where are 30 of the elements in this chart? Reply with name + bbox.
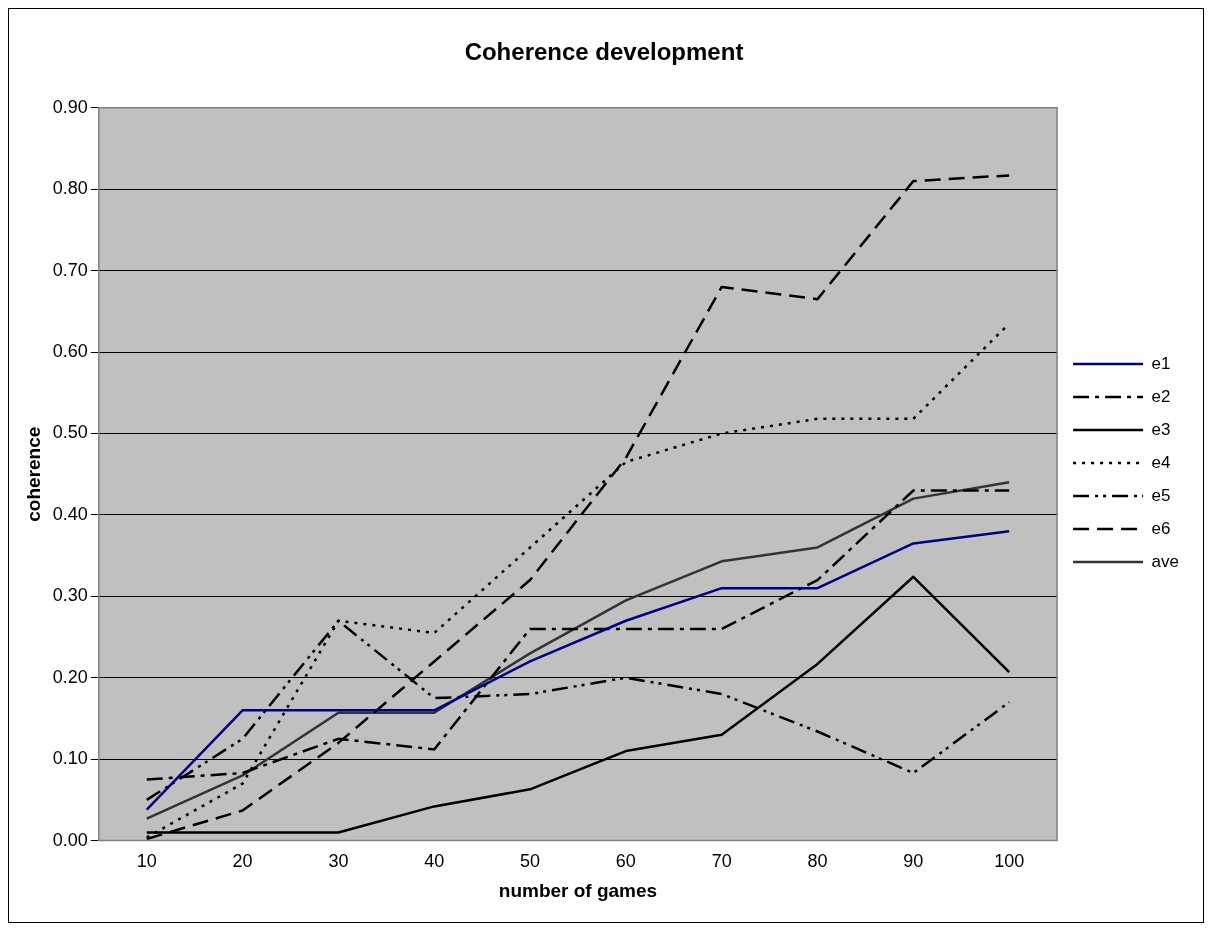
legend-label: e1 — [1151, 353, 1171, 373]
x-tick-label: 70 — [711, 851, 732, 872]
x-tick-label: 60 — [615, 851, 636, 872]
y-tick-label: 0.60 — [52, 341, 88, 362]
y-tick-label: 0.20 — [52, 666, 88, 687]
y-axis-title: coherence — [22, 426, 44, 522]
x-tick-label: 30 — [328, 851, 349, 872]
legend-label: e5 — [1151, 485, 1171, 505]
x-tick-label: 90 — [903, 851, 924, 872]
legend-label: e4 — [1151, 452, 1171, 472]
chart-title: Coherence development — [464, 38, 744, 66]
legend-label: e3 — [1151, 419, 1171, 439]
y-tick-label: 0.50 — [52, 422, 88, 443]
x-tick-label: 20 — [232, 851, 253, 872]
x-tick-label: 80 — [807, 851, 828, 872]
x-tick-label: 100 — [994, 851, 1025, 872]
y-tick-label: 0.10 — [52, 748, 88, 769]
x-tick-label: 50 — [520, 851, 541, 872]
y-tick-label: 0.90 — [52, 96, 88, 117]
x-tick-label: 40 — [424, 851, 445, 872]
legend-label: e6 — [1151, 518, 1171, 538]
y-tick-label: 0.00 — [52, 829, 88, 850]
y-tick-label: 0.40 — [52, 503, 88, 524]
y-tick-label: 0.30 — [52, 585, 88, 606]
x-axis-title: number of games — [498, 879, 658, 901]
x-tick-label: 10 — [136, 851, 157, 872]
y-tick-label: 0.80 — [52, 178, 88, 199]
legend-label: ave — [1151, 551, 1180, 571]
y-tick-label: 0.70 — [52, 259, 88, 280]
legend-label: e2 — [1151, 386, 1171, 406]
